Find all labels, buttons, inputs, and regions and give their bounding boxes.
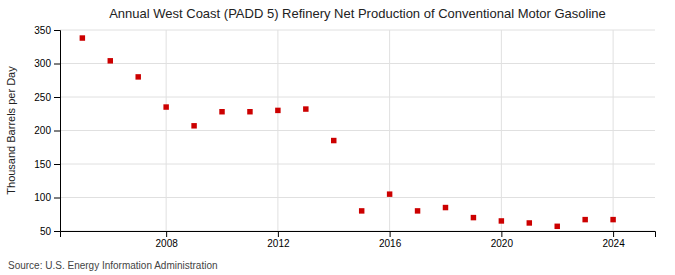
- tick-label: 300: [34, 58, 51, 69]
- tick-label: 150: [34, 159, 51, 170]
- point: [471, 215, 476, 220]
- grid-line: [613, 30, 614, 231]
- tick-label: 100: [34, 192, 51, 203]
- tick: 200: [34, 125, 60, 136]
- tick: 50: [40, 226, 60, 237]
- point: [387, 191, 392, 196]
- tick-mark: [54, 164, 60, 165]
- tick: 300: [34, 58, 60, 69]
- tick-label: 350: [34, 25, 51, 36]
- point: [331, 138, 336, 143]
- grid: [60, 30, 655, 231]
- x-axis: 2008 2012 2016 2020 2024: [61, 231, 656, 249]
- tick-mark: [501, 231, 502, 237]
- tick: 2008: [156, 231, 179, 249]
- point: [80, 35, 85, 40]
- tick: 2020: [491, 231, 514, 249]
- grid-line: [60, 130, 655, 131]
- point: [359, 208, 364, 213]
- point: [303, 106, 308, 111]
- tick-mark: [54, 131, 60, 132]
- tick: 2024: [602, 231, 625, 249]
- tick: 150: [34, 159, 60, 170]
- point: [554, 224, 559, 229]
- tick: 350: [34, 25, 60, 36]
- point: [163, 104, 168, 109]
- grid-line: [166, 30, 167, 231]
- tick: 250: [34, 92, 60, 103]
- tick-label: 250: [34, 92, 51, 103]
- tick-mark: [278, 231, 279, 237]
- tick-mark: [390, 231, 391, 237]
- grid-line: [277, 30, 278, 231]
- y-axis: 50 100 150 200 250 300 350: [34, 25, 60, 237]
- point: [527, 220, 532, 225]
- grid-line: [60, 30, 655, 31]
- point: [135, 74, 140, 79]
- grid-line: [60, 63, 655, 64]
- tick-label: 200: [34, 125, 51, 136]
- grid-line: [501, 30, 502, 231]
- tick-mark: [54, 231, 60, 232]
- point: [499, 218, 504, 223]
- plot-area: [80, 35, 616, 229]
- tick-label: 2024: [602, 238, 625, 249]
- point: [610, 217, 615, 222]
- grid-line: [60, 97, 655, 98]
- tick-label: 50: [40, 226, 52, 237]
- tick-mark: [54, 30, 60, 31]
- chart: 2008 2012 2016 2020 2024 50 100 150 200 250 300 350…: [0, 0, 675, 275]
- tick-mark: [54, 97, 60, 98]
- point: [108, 58, 113, 63]
- y-axis-label: Thousand Barrels per Day: [5, 66, 17, 195]
- point: [247, 109, 252, 114]
- tick-mark: [166, 231, 167, 237]
- point: [219, 109, 224, 114]
- tick-label: 2020: [491, 238, 514, 249]
- axis-line: [54, 31, 61, 232]
- grid-line: [60, 164, 655, 165]
- tick: 2012: [267, 231, 290, 249]
- tick: 100: [34, 192, 60, 203]
- title: Annual West Coast (PADD 5) Refinery Net …: [109, 6, 606, 21]
- point: [443, 205, 448, 210]
- tick-label: 2016: [379, 238, 402, 249]
- tick-mark: [613, 231, 614, 237]
- tick: 2016: [379, 231, 402, 249]
- source: Source: U.S. Energy Information Administ…: [8, 260, 218, 271]
- point: [582, 217, 587, 222]
- grid-line: [389, 30, 390, 231]
- axis-line: [61, 232, 656, 238]
- grid-line: [60, 197, 655, 198]
- tick-mark: [54, 64, 60, 65]
- tick-mark: [54, 198, 60, 199]
- tick-label: 2008: [156, 238, 179, 249]
- point: [191, 123, 196, 128]
- point: [275, 108, 280, 113]
- point: [415, 208, 420, 213]
- tick-label: 2012: [267, 238, 290, 249]
